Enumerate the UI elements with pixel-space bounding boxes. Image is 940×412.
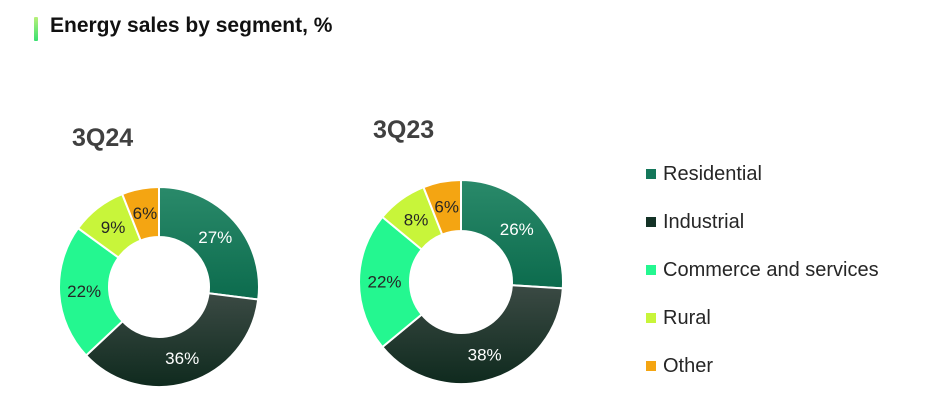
legend-swatch-industrial	[646, 217, 656, 227]
slice-other	[422, 178, 462, 236]
slice-label-commerce: 22%	[67, 282, 101, 301]
slice-label-industrial: 38%	[468, 345, 502, 364]
legend-item-industrial: Industrial	[646, 198, 879, 246]
slice-industrial	[84, 292, 260, 388]
slice-label-residential: 26%	[500, 220, 534, 239]
title-accent-bar	[34, 17, 38, 41]
legend-swatch-other	[646, 361, 656, 371]
legend-item-rural: Rural	[646, 294, 879, 342]
legend-label-residential: Residential	[663, 162, 762, 185]
legend-label-rural: Rural	[663, 306, 711, 329]
slice-other	[120, 185, 160, 242]
slice-industrial	[380, 284, 564, 385]
legend-label-industrial: Industrial	[663, 210, 745, 233]
slice-label-other: 6%	[133, 204, 158, 223]
legend-swatch-rural	[646, 313, 656, 323]
slice-commerce	[358, 215, 424, 349]
slice-label-rural: 9%	[101, 218, 126, 237]
chart-title-3q24: 3Q24	[72, 124, 134, 152]
chart-title-3q23: 3Q23	[373, 116, 435, 144]
legend-swatch-residential	[646, 169, 656, 179]
legend-item-residential: Residential	[646, 150, 879, 198]
legend-item-commerce: Commerce and services	[646, 246, 879, 294]
legend-label-commerce: Commerce and services	[663, 258, 879, 281]
slice-label-rural: 8%	[404, 211, 429, 230]
slice-residential	[158, 185, 260, 301]
donut-chart-3q24: 27% 36% 22% 9% 6%	[58, 185, 260, 388]
chart-title: Energy sales by segment, %	[50, 14, 333, 37]
slice-residential	[460, 178, 564, 290]
slice-label-commerce: 22%	[367, 273, 401, 292]
legend-label-other: Other	[663, 354, 714, 377]
slice-label-other: 6%	[434, 197, 459, 216]
donut-chart-3q23: 26% 38% 22% 8% 6%	[358, 178, 564, 385]
legend-swatch-commerce	[646, 265, 656, 275]
slice-commerce	[58, 226, 124, 357]
slice-label-industrial: 36%	[165, 349, 199, 368]
legend: Residential Industrial Commerce and serv…	[646, 150, 879, 390]
legend-item-other: Other	[646, 342, 879, 390]
slice-label-residential: 27%	[198, 228, 232, 247]
